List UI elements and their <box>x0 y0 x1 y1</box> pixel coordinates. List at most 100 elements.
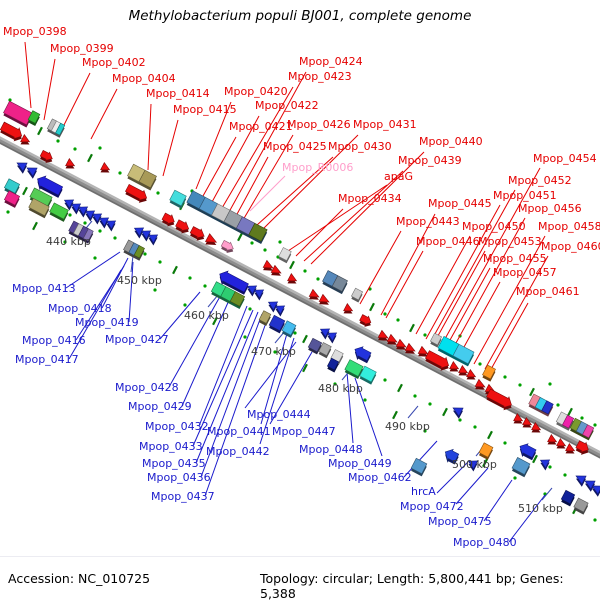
gene-label-Mpop_0451[interactable]: Mpop_0451 <box>493 189 557 202</box>
gene-glyph[interactable] <box>318 293 332 308</box>
gene-label-Mpop_R0006[interactable]: Mpop_R0006 <box>282 161 354 174</box>
gene-glyph[interactable] <box>324 329 338 344</box>
gene-glyph[interactable] <box>82 207 96 222</box>
gene-label-Mpop_0418[interactable]: Mpop_0418 <box>48 302 112 315</box>
gene-glyph[interactable] <box>24 164 38 179</box>
gene-glyph[interactable] <box>521 417 534 431</box>
gene-glyph[interactable] <box>216 268 251 296</box>
gene-glyph[interactable] <box>423 349 452 373</box>
gene-label-Mpop_0421[interactable]: Mpop_0421 <box>229 120 293 133</box>
gene-label-Mpop_0458[interactable]: Mpop_0458 <box>538 220 600 233</box>
gene-label-Mpop_0435[interactable]: Mpop_0435 <box>142 457 206 470</box>
gene-label-Mpop_0462[interactable]: Mpop_0462 <box>348 471 412 484</box>
gene-glyph[interactable] <box>573 497 590 515</box>
gene-glyph[interactable] <box>281 320 297 338</box>
gene-glyph[interactable] <box>122 239 145 261</box>
gene-glyph[interactable] <box>474 378 488 393</box>
gene-glyph[interactable] <box>160 212 177 229</box>
gene-label-Mpop_0453[interactable]: Mpop_0453 <box>478 235 542 248</box>
gene-label-Mpop_0413[interactable]: Mpop_0413 <box>12 282 76 295</box>
gene-label-Mpop_0402[interactable]: Mpop_0402 <box>82 56 146 69</box>
gene-glyph[interactable] <box>555 438 568 452</box>
gene-glyph[interactable] <box>574 439 592 457</box>
gene-label-Mpop_0446[interactable]: Mpop_0446 <box>416 235 480 248</box>
gene-glyph[interactable] <box>48 202 69 222</box>
gene-glyph[interactable] <box>145 231 159 246</box>
gene-label-Mpop_0433[interactable]: Mpop_0433 <box>139 440 203 453</box>
gene-glyph[interactable] <box>358 313 374 329</box>
gene-glyph[interactable] <box>485 388 516 413</box>
gene-glyph[interactable] <box>262 259 276 274</box>
gene-glyph[interactable] <box>99 162 112 176</box>
gene-label-Mpop_0415[interactable]: Mpop_0415 <box>173 103 237 116</box>
gene-glyph[interactable] <box>377 329 391 344</box>
gene-label-Mpop_0456[interactable]: Mpop_0456 <box>518 202 582 215</box>
gene-glyph[interactable] <box>516 441 538 462</box>
gene-glyph[interactable] <box>395 338 409 353</box>
gene-glyph[interactable] <box>537 456 551 471</box>
gene-glyph[interactable] <box>174 219 192 237</box>
gene-glyph[interactable] <box>286 273 299 287</box>
gene-glyph[interactable] <box>68 220 95 244</box>
gene-label-Mpop_0450[interactable]: Mpop_0450 <box>462 220 526 233</box>
gene-glyph[interactable] <box>131 224 145 239</box>
gene-label-Mpop_0444[interactable]: Mpop_0444 <box>247 408 311 421</box>
gene-label-Mpop_0437[interactable]: Mpop_0437 <box>151 490 215 503</box>
gene-glyph[interactable] <box>103 217 117 232</box>
gene-glyph[interactable] <box>64 158 77 172</box>
gene-glyph[interactable] <box>429 332 443 348</box>
gene-glyph[interactable] <box>270 264 284 279</box>
gene-glyph[interactable] <box>219 239 236 255</box>
gene-label-Mpop_0445[interactable]: Mpop_0445 <box>428 197 492 210</box>
gene-glyph[interactable] <box>318 342 333 359</box>
gene-glyph[interactable] <box>560 489 576 507</box>
gene-label-Mpop_0430[interactable]: Mpop_0430 <box>328 140 392 153</box>
gene-label-Mpop_0442[interactable]: Mpop_0442 <box>206 445 270 458</box>
gene-glyph[interactable] <box>308 288 322 303</box>
gene-glyph[interactable] <box>326 357 340 373</box>
gene-glyph[interactable] <box>38 149 55 165</box>
gene-label-Mpop_0454[interactable]: Mpop_0454 <box>533 152 597 165</box>
gene-glyph[interactable] <box>573 472 587 487</box>
gene-glyph[interactable] <box>555 411 575 431</box>
gene-label-Mpop_0452[interactable]: Mpop_0452 <box>508 174 572 187</box>
gene-glyph[interactable] <box>210 281 246 309</box>
gene-label-Mpop_0423[interactable]: Mpop_0423 <box>288 70 352 83</box>
gene-label-Mpop_0448[interactable]: Mpop_0448 <box>299 443 363 456</box>
gene-glyph[interactable] <box>3 190 21 208</box>
gene-glyph[interactable] <box>450 404 464 419</box>
gene-glyph[interactable] <box>3 178 21 196</box>
gene-label-Mpop_0457[interactable]: Mpop_0457 <box>493 266 557 279</box>
gene-glyph[interactable] <box>417 345 431 360</box>
gene-label-Mpop_0416[interactable]: Mpop_0416 <box>22 334 86 347</box>
gene-glyph[interactable] <box>272 302 286 317</box>
gene-glyph[interactable] <box>33 173 64 199</box>
gene-glyph[interactable] <box>124 183 151 206</box>
gene-label-Mpop_0440[interactable]: Mpop_0440 <box>419 135 483 148</box>
gene-glyph[interactable] <box>564 443 577 457</box>
gene-glyph[interactable] <box>386 333 400 348</box>
gene-glyph[interactable] <box>186 190 269 244</box>
gene-label-Mpop_0475[interactable]: Mpop_0475 <box>428 515 492 528</box>
gene-glyph[interactable] <box>569 417 595 441</box>
gene-glyph[interactable] <box>359 365 378 385</box>
gene-glyph[interactable] <box>46 118 66 138</box>
gene-glyph[interactable] <box>68 200 82 215</box>
gene-label-Mpop_0399[interactable]: Mpop_0399 <box>50 42 114 55</box>
gene-label-Mpop_0449[interactable]: Mpop_0449 <box>328 457 392 470</box>
gene-label-Mpop_0404[interactable]: Mpop_0404 <box>112 72 176 85</box>
gene-glyph[interactable] <box>512 413 525 427</box>
gene-glyph[interactable] <box>511 457 531 478</box>
gene-glyph[interactable] <box>437 335 475 367</box>
gene-label-Mpop_0426[interactable]: Mpop_0426 <box>287 118 351 131</box>
gene-label-Mpop_0461[interactable]: Mpop_0461 <box>516 285 580 298</box>
gene-glyph[interactable] <box>19 134 32 148</box>
gene-glyph[interactable] <box>342 303 355 317</box>
gene-glyph[interactable] <box>27 110 41 126</box>
gene-label-Mpop_0434[interactable]: Mpop_0434 <box>338 192 402 205</box>
gene-label-Mpop_0427[interactable]: Mpop_0427 <box>105 333 169 346</box>
gene-label-Mpop_0472[interactable]: Mpop_0472 <box>400 500 464 513</box>
gene-label-Mpop_0425[interactable]: Mpop_0425 <box>263 140 327 153</box>
gene-glyph[interactable] <box>278 247 293 264</box>
gene-glyph[interactable] <box>350 287 364 303</box>
